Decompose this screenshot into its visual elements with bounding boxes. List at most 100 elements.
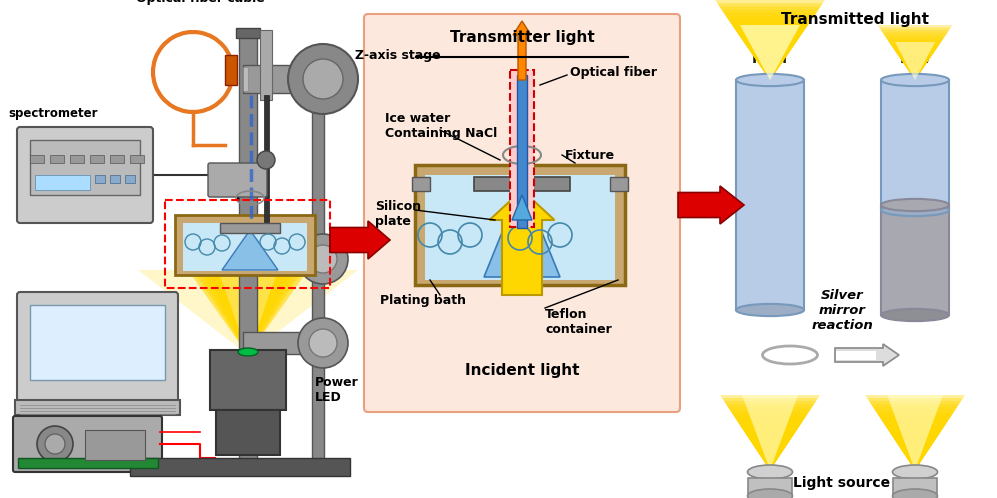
Text: Transmitted light: Transmitted light [781, 12, 929, 27]
Bar [610, 177, 628, 191]
Polygon shape [138, 270, 358, 355]
Polygon shape [736, 419, 804, 470]
Bar [110, 155, 124, 163]
Text: Silicon
plate: Silicon plate [375, 200, 421, 228]
Polygon shape [882, 31, 948, 80]
Bar [216, 410, 280, 455]
Bar [15, 400, 180, 415]
Bar [425, 175, 615, 280]
Polygon shape [895, 51, 934, 80]
Text: Teflon
container: Teflon container [545, 308, 612, 336]
Polygon shape [733, 25, 808, 80]
Polygon shape [904, 65, 925, 80]
Polygon shape [245, 270, 251, 355]
Polygon shape [762, 458, 778, 470]
Text: Power
LED: Power LED [315, 376, 359, 404]
Polygon shape [871, 404, 959, 470]
Bar [881, 205, 949, 315]
Polygon shape [748, 48, 792, 80]
Ellipse shape [892, 465, 937, 479]
FancyArrow shape [513, 21, 531, 80]
Polygon shape [903, 452, 927, 470]
Polygon shape [900, 58, 930, 80]
FancyArrow shape [835, 344, 899, 366]
Bar [210, 350, 286, 410]
Circle shape [288, 44, 358, 114]
Text: PC: PC [86, 407, 105, 420]
Polygon shape [760, 455, 780, 470]
Text: Plating bath: Plating bath [380, 293, 466, 306]
FancyArrow shape [490, 190, 554, 295]
Polygon shape [229, 270, 266, 355]
FancyBboxPatch shape [13, 416, 162, 472]
Polygon shape [907, 69, 922, 80]
Bar [474, 177, 570, 191]
Polygon shape [891, 45, 939, 80]
Polygon shape [742, 428, 798, 470]
Bar [85, 430, 145, 460]
Polygon shape [728, 19, 812, 80]
Polygon shape [726, 404, 814, 470]
Polygon shape [869, 401, 961, 470]
Text: Optical fiber cable: Optical fiber cable [136, 0, 264, 5]
Polygon shape [214, 270, 281, 355]
Polygon shape [889, 431, 941, 470]
Polygon shape [734, 416, 806, 470]
FancyArrow shape [678, 186, 744, 224]
Polygon shape [879, 27, 951, 80]
Polygon shape [909, 71, 921, 80]
Bar [220, 223, 280, 233]
Polygon shape [226, 270, 269, 355]
Polygon shape [755, 58, 786, 80]
Bar [264, 95, 269, 240]
Ellipse shape [736, 304, 804, 316]
Polygon shape [885, 36, 945, 80]
Polygon shape [730, 410, 810, 470]
Bar [30, 140, 140, 195]
Ellipse shape [736, 74, 804, 86]
Polygon shape [905, 455, 925, 470]
Polygon shape [892, 47, 937, 80]
Polygon shape [726, 16, 814, 80]
Polygon shape [761, 67, 779, 80]
Polygon shape [218, 270, 278, 355]
Text: Optical fiber: Optical fiber [570, 66, 657, 79]
Polygon shape [722, 398, 818, 470]
Polygon shape [722, 9, 819, 80]
Bar [165, 200, 330, 288]
Polygon shape [897, 443, 933, 470]
Polygon shape [885, 425, 945, 470]
Polygon shape [901, 60, 928, 80]
Bar [95, 175, 105, 183]
Polygon shape [893, 437, 937, 470]
Polygon shape [720, 6, 821, 80]
Bar [130, 155, 144, 163]
Polygon shape [208, 270, 288, 355]
Polygon shape [739, 35, 801, 80]
Circle shape [309, 329, 337, 357]
Bar [125, 175, 135, 183]
Polygon shape [873, 407, 957, 470]
Polygon shape [732, 413, 808, 470]
Bar [412, 177, 430, 191]
Ellipse shape [892, 489, 937, 498]
Bar [90, 155, 104, 163]
Polygon shape [744, 42, 797, 80]
Bar [50, 155, 64, 163]
Polygon shape [512, 195, 532, 220]
Polygon shape [750, 51, 790, 80]
Text: Light source: Light source [794, 476, 890, 490]
Bar [70, 155, 84, 163]
Polygon shape [764, 70, 777, 80]
Bar [18, 458, 158, 468]
Ellipse shape [881, 74, 949, 86]
Bar [415, 165, 625, 285]
Polygon shape [897, 54, 933, 80]
Polygon shape [906, 67, 924, 80]
Polygon shape [894, 49, 936, 80]
Polygon shape [199, 270, 297, 355]
Ellipse shape [748, 489, 793, 498]
Bar [30, 305, 165, 380]
Polygon shape [223, 270, 272, 355]
Circle shape [298, 234, 348, 284]
